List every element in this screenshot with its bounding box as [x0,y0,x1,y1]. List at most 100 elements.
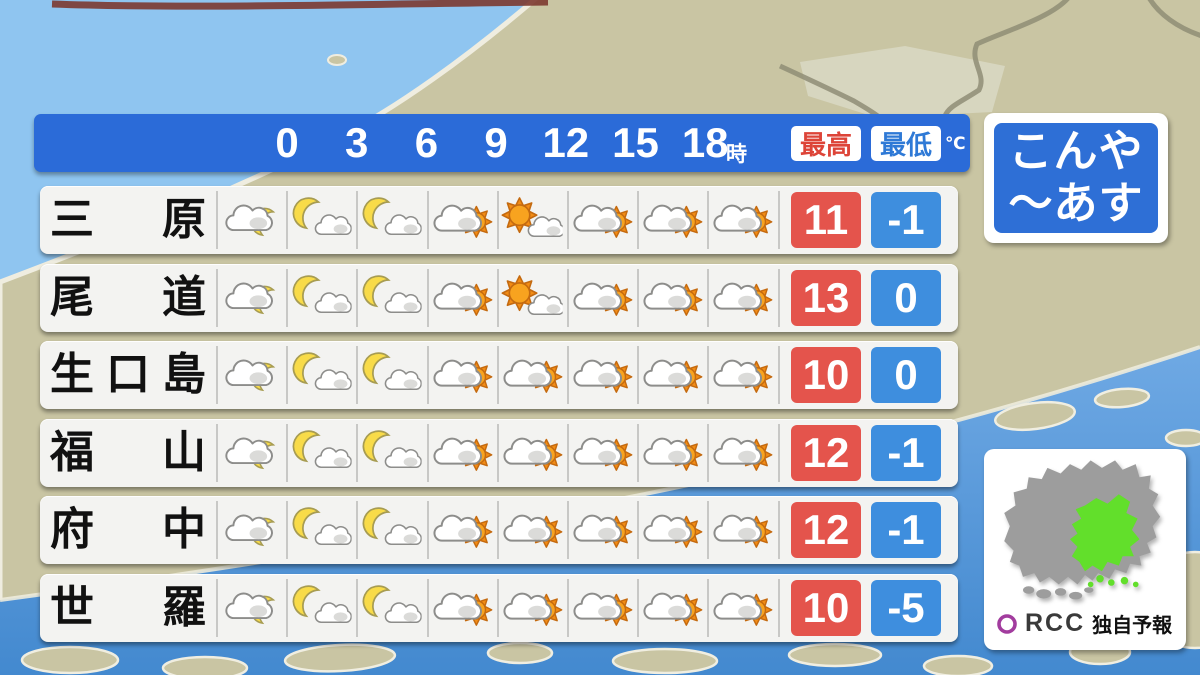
column-divider [707,191,710,249]
cloud-moon-icon [220,350,282,396]
column-divider [567,501,569,560]
city-name-char: 中 [162,505,206,555]
city-name-char: 原 [162,195,206,244]
prefecture-border-line [942,0,1070,118]
min-temp-badge: 最低 [871,126,941,161]
city-name-cell: 福山 [50,419,206,487]
column-divider [567,579,569,637]
cloud-sun-icon [641,350,703,396]
column-divider [426,268,429,327]
min-temp-value: 0 [871,347,941,404]
moon-cloud-icon [290,195,352,241]
moon-cloud-icon [360,273,422,319]
column-divider [707,268,710,327]
column-divider [216,346,218,405]
cloud-sun-icon [641,505,703,551]
column-divider [216,191,218,249]
column-divider [707,579,710,637]
coastline [0,345,1200,602]
cloud-sun-icon [711,428,773,474]
cloud-moon-icon [220,583,282,629]
cloud-sun-icon [501,350,563,396]
cloud-sun-icon [711,195,773,241]
moon-cloud-icon [360,350,422,396]
column-divider [426,346,429,405]
time-label: 18 [681,119,729,166]
prefecture-border-line [778,63,881,119]
city-name-char: 羅 [162,583,206,632]
north-border-line [51,0,549,10]
column-divider [286,346,289,405]
max-temp-value: 10 [791,347,861,404]
column-divider [356,268,359,327]
column-divider [707,346,710,405]
max-temp-value: 10 [791,580,861,636]
column-divider [637,501,640,560]
cloud-sun-icon [641,273,703,319]
city-name-char: 島 [162,350,206,400]
min-temp-value: -1 [871,502,941,559]
column-divider [496,501,499,560]
city-name-cell: 生口島 [50,341,206,409]
table-row: 世羅 10 -5 [40,574,958,642]
moon-cloud-icon [360,195,422,241]
prefecture-map-panel: RCC 独自予報 [984,449,1186,650]
column-divider [426,579,429,637]
time-label: 9 [484,119,508,166]
period-text-line1: こんや [1008,127,1144,176]
column-divider [496,191,499,249]
broadcaster-logo: RCC 独自予報 [996,609,1172,638]
city-name-char: 生 [50,350,94,400]
cloud-sun-icon [431,273,493,319]
column-divider [777,423,780,482]
max-temp-badge-label: 最高 [799,130,852,160]
table-row: 尾道 13 0 [40,263,958,332]
column-divider [707,423,710,482]
city-name-char: 山 [162,427,206,477]
column-divider [216,579,218,637]
min-temp-value: 0 [871,269,941,326]
map-islands-green [1087,575,1139,588]
column-divider [777,191,780,249]
cloud-sun-icon [641,195,703,241]
cloud-sun-icon [711,273,773,319]
column-divider [777,579,780,637]
column-divider [216,423,218,482]
city-name-char: 府 [50,505,94,555]
sun-cloud-icon [501,273,563,319]
column-divider [567,191,569,249]
column-divider [426,423,429,482]
column-divider [426,501,429,560]
map-islands-gray [1023,586,1094,600]
column-divider [286,191,289,249]
prefecture-border-line [1147,0,1200,38]
moon-cloud-icon [290,428,352,474]
column-divider [216,501,218,560]
time-header-bar: 0 3 6 9 12 15 18 時 最高 最低 ℃ [34,114,970,172]
cloud-sun-icon [641,583,703,629]
column-divider [356,501,359,560]
column-divider [637,423,640,482]
cloud-sun-icon [431,505,493,551]
city-name-char: 口 [106,350,150,400]
city-name-cell: 世羅 [50,574,206,642]
moon-cloud-icon [290,583,352,629]
city-name-char: 三 [50,195,94,244]
cloud-sun-icon [431,195,493,241]
time-label: 3 [345,119,369,166]
column-divider [496,579,499,637]
column-divider [356,346,359,405]
min-temp-value: -1 [871,192,941,248]
cloud-sun-icon [501,505,563,551]
column-divider [426,191,429,249]
city-name-char: 世 [50,583,94,632]
moon-cloud-icon [360,428,422,474]
table-row: 生口島 10 0 [40,341,958,410]
column-divider [496,423,499,482]
max-temp-value: 13 [791,269,861,326]
city-name-cell: 尾道 [50,264,206,332]
cloud-moon-icon [220,505,282,551]
moon-cloud-icon [290,273,352,319]
column-divider [637,346,640,405]
